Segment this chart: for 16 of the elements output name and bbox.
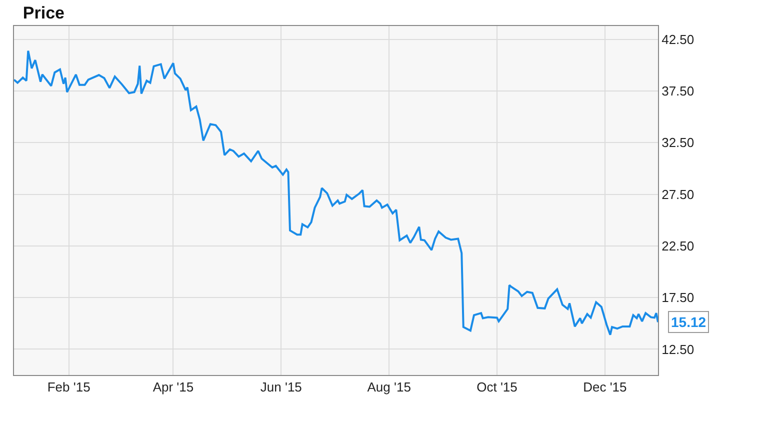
- y-tick-label: 17.50: [662, 290, 694, 306]
- x-tick-label: Feb '15: [47, 380, 90, 395]
- y-tick-label: 27.50: [662, 186, 694, 202]
- x-tick-label: Jun '15: [260, 380, 302, 395]
- x-tick-label: Apr '15: [152, 380, 194, 395]
- line-series: [14, 50, 658, 336]
- y-tick-label: 42.50: [662, 32, 694, 47]
- annotation: 15.12: [671, 314, 706, 330]
- y-tick-label: 12.50: [662, 342, 694, 357]
- x-tick-label: Dec '15: [583, 380, 627, 395]
- y-tick-label: 32.50: [662, 135, 694, 150]
- y-tick-label: 22.50: [662, 238, 694, 254]
- x-tick-label: Aug '15: [367, 380, 411, 395]
- y-tick-label: 37.50: [662, 84, 694, 99]
- chart-title: Price: [22, 3, 65, 22]
- x-tick-label: Oct '15: [476, 380, 518, 395]
